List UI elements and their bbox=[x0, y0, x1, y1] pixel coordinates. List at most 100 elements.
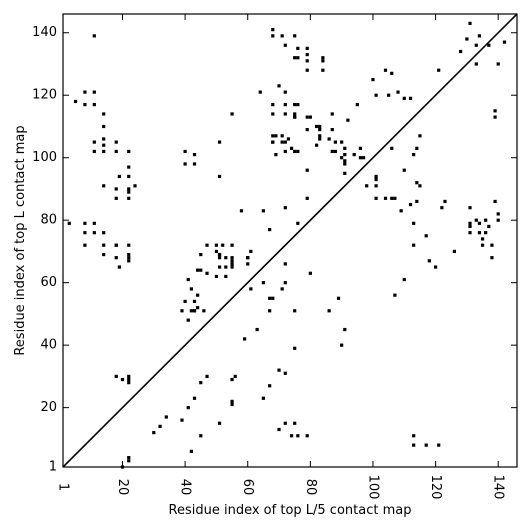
contact-point bbox=[214, 274, 219, 279]
contact-point bbox=[308, 115, 312, 119]
contact-point bbox=[358, 146, 363, 150]
contact-point bbox=[358, 156, 363, 160]
contact-point bbox=[246, 256, 250, 260]
contact-point bbox=[390, 196, 394, 200]
contact-point bbox=[205, 243, 209, 247]
contact-point bbox=[296, 56, 300, 60]
contact-point bbox=[371, 78, 375, 82]
contact-point bbox=[393, 196, 397, 200]
contact-point bbox=[343, 171, 347, 175]
contact-point bbox=[393, 293, 397, 297]
contact-point bbox=[102, 124, 106, 129]
contact-point bbox=[127, 381, 131, 385]
contact-point bbox=[217, 252, 222, 257]
contact-point bbox=[468, 221, 472, 225]
contact-point bbox=[412, 443, 416, 447]
contact-point bbox=[189, 449, 193, 453]
contact-point bbox=[102, 149, 106, 154]
contact-point bbox=[333, 149, 337, 154]
contact-point bbox=[402, 277, 406, 282]
contact-point bbox=[296, 46, 300, 50]
contact-point bbox=[286, 137, 291, 141]
contact-point bbox=[127, 165, 131, 169]
contact-point bbox=[268, 309, 272, 313]
contact-point bbox=[164, 415, 168, 419]
contact-point bbox=[283, 206, 287, 210]
contact-point bbox=[343, 146, 347, 150]
contact-point bbox=[427, 259, 431, 263]
contact-point bbox=[418, 134, 422, 138]
contact-point bbox=[340, 140, 344, 144]
y-tick-label: 1 bbox=[49, 460, 57, 475]
contact-point bbox=[318, 127, 322, 132]
contact-point bbox=[418, 184, 422, 188]
contact-point bbox=[305, 53, 309, 57]
contact-point bbox=[477, 34, 482, 38]
contact-point bbox=[92, 221, 96, 225]
contact-point bbox=[321, 56, 325, 60]
contact-point bbox=[196, 268, 200, 272]
contact-point bbox=[412, 152, 416, 157]
contact-point bbox=[496, 62, 500, 66]
contact-point bbox=[255, 327, 259, 332]
contact-point bbox=[412, 221, 416, 225]
contact-point bbox=[468, 224, 472, 229]
contact-point bbox=[484, 218, 488, 222]
contact-point bbox=[196, 293, 200, 297]
contact-point bbox=[127, 259, 131, 263]
contact-point bbox=[487, 43, 491, 47]
contact-point bbox=[114, 243, 118, 247]
contact-point bbox=[289, 146, 294, 150]
contact-point bbox=[293, 309, 297, 313]
plot-frame bbox=[62, 13, 518, 468]
contact-point bbox=[114, 196, 118, 200]
contact-point bbox=[343, 327, 347, 332]
contact-point bbox=[277, 368, 281, 372]
contact-point bbox=[437, 68, 441, 72]
contact-point bbox=[352, 152, 356, 157]
contact-point bbox=[249, 249, 253, 254]
contact-point bbox=[305, 434, 309, 438]
y-tick-label: 60 bbox=[40, 275, 57, 290]
contact-point bbox=[73, 99, 78, 104]
contact-point bbox=[230, 377, 234, 382]
contact-point bbox=[249, 287, 253, 291]
contact-point bbox=[230, 256, 234, 260]
contact-point bbox=[305, 196, 309, 200]
contact-point bbox=[127, 374, 131, 378]
contact-point bbox=[496, 212, 500, 216]
contact-point bbox=[114, 140, 118, 144]
contact-point bbox=[293, 346, 297, 350]
contact-point bbox=[271, 296, 275, 300]
contact-point bbox=[477, 231, 482, 235]
contact-point bbox=[261, 396, 265, 400]
contact-point bbox=[114, 374, 118, 378]
contact-point bbox=[67, 221, 71, 225]
contact-point bbox=[293, 103, 297, 107]
y-tick-label: 20 bbox=[40, 400, 57, 415]
contact-point bbox=[305, 68, 309, 72]
contact-point bbox=[374, 196, 378, 200]
contact-point bbox=[189, 287, 193, 291]
contact-point bbox=[502, 40, 507, 44]
y-tick-label: 100 bbox=[32, 150, 57, 165]
contact-point bbox=[199, 252, 203, 257]
contact-point bbox=[327, 309, 331, 313]
contact-point bbox=[493, 199, 497, 204]
y-axis-label: Residue index of top L contact map bbox=[13, 125, 28, 355]
contact-point bbox=[490, 243, 494, 247]
contact-point bbox=[183, 149, 187, 154]
points-layer bbox=[67, 21, 507, 469]
contact-point bbox=[224, 265, 228, 269]
contact-point bbox=[484, 231, 488, 235]
contact-point bbox=[408, 202, 413, 207]
contact-point bbox=[437, 443, 441, 447]
contact-point bbox=[102, 137, 106, 141]
contact-point bbox=[305, 46, 309, 50]
contact-point bbox=[424, 443, 428, 447]
contact-point bbox=[230, 399, 234, 403]
contact-point bbox=[387, 93, 391, 97]
contact-point bbox=[305, 115, 309, 119]
